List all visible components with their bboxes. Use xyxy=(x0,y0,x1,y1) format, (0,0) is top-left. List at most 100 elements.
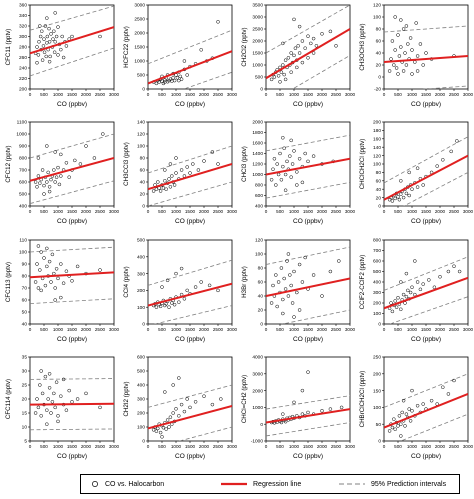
data-point xyxy=(75,397,80,401)
y-tick-label: 100 xyxy=(255,252,263,258)
prediction-interval-lower xyxy=(148,181,232,206)
y-axis-label: CH3OCH3 (pptv) xyxy=(359,23,366,70)
y-tick-label: 500 xyxy=(137,369,145,375)
data-point xyxy=(50,400,55,404)
x-tick-label: 3000 xyxy=(227,209,238,214)
x-axis-label: CO (ppbv) xyxy=(175,101,205,108)
y-tick-label: 3000 xyxy=(252,372,263,378)
data-point xyxy=(407,170,411,175)
data-point xyxy=(320,294,324,298)
data-point xyxy=(177,414,181,418)
data-point xyxy=(300,180,305,185)
data-point xyxy=(199,48,203,52)
x-tick-label: 0 xyxy=(147,327,150,332)
y-tick-label: 60 xyxy=(22,298,28,304)
x-tick-label: 1000 xyxy=(171,209,182,214)
x-tick-label: 3000 xyxy=(109,209,120,214)
y-tick-label: 280 xyxy=(19,45,27,51)
data-point xyxy=(56,419,60,424)
x-axis-label: CO (ppbv) xyxy=(57,453,87,460)
y-tick-label: 40 xyxy=(376,187,382,193)
data-point xyxy=(274,273,278,277)
data-point xyxy=(452,378,456,383)
x-tick-label: 1000 xyxy=(53,327,64,332)
x-axis-label: CO (ppbv) xyxy=(411,336,441,343)
data-point xyxy=(396,296,400,300)
plot-frame xyxy=(29,239,115,325)
x-tick-label: 2500 xyxy=(449,92,460,97)
data-point xyxy=(185,73,189,77)
data-point xyxy=(43,283,48,288)
chart-panel-1: 0 500 1000 1500 2000 2500 3000 200 220 240 260 280 3… xyxy=(5,3,120,108)
y-tick-label: 30 xyxy=(22,369,28,375)
y-tick-label: 20 xyxy=(376,195,382,201)
y-tick-label: 2500 xyxy=(252,27,263,33)
x-tick-label: 2000 xyxy=(199,444,210,449)
regression-line xyxy=(30,402,114,406)
x-axis-label: CO (ppbv) xyxy=(293,453,323,460)
data-point xyxy=(59,174,63,178)
y-tick-label: 500 xyxy=(137,73,145,79)
data-point xyxy=(283,287,288,291)
x-tick-label: 1500 xyxy=(421,327,432,332)
data-point xyxy=(390,309,395,314)
y-tick-label: 320 xyxy=(19,24,27,30)
y-tick-label: 1100 xyxy=(17,120,28,126)
chart-panel-3: 0 500 1000 1500 2000 2500 30000500100015002000… xyxy=(241,3,356,108)
x-tick-label: 1500 xyxy=(421,209,432,214)
y-tick-label: 120 xyxy=(137,132,145,138)
plot-area xyxy=(30,5,114,77)
x-tick-label: 2000 xyxy=(317,92,328,97)
x-tick-label: 2500 xyxy=(95,444,106,449)
data-point xyxy=(45,144,49,148)
data-point xyxy=(196,168,201,172)
data-point xyxy=(39,414,43,418)
y-tick-label: 90 xyxy=(22,262,28,268)
data-point xyxy=(311,154,316,158)
data-point xyxy=(202,159,206,163)
x-tick-label: 3000 xyxy=(227,327,238,332)
data-point xyxy=(182,409,187,414)
x-tick-label: 0 xyxy=(29,209,32,214)
x-axis-label: CO (ppbv) xyxy=(411,101,441,108)
data-point xyxy=(45,422,49,426)
chart-panel-4: 0 500 1000 1500 2000 2500 3000-200204060801001… xyxy=(359,3,474,108)
data-point xyxy=(334,44,338,48)
y-tick-label: 200 xyxy=(373,120,381,126)
plot-area xyxy=(384,373,468,441)
x-tick-label: 500 xyxy=(158,444,166,449)
data-point xyxy=(286,252,291,256)
y-tick-label: 60 xyxy=(376,39,382,45)
data-point xyxy=(293,46,298,50)
x-tick-label: 2500 xyxy=(331,92,342,97)
x-tick-label: 500 xyxy=(276,209,284,214)
y-tick-label: 1800 xyxy=(252,130,263,136)
prediction-interval-upper xyxy=(384,136,468,184)
data-point xyxy=(300,280,305,284)
data-point xyxy=(410,48,414,52)
data-point xyxy=(174,271,178,276)
data-point xyxy=(57,182,62,187)
data-point xyxy=(168,415,173,419)
plot-frame xyxy=(29,121,115,207)
data-point xyxy=(36,405,41,410)
data-point xyxy=(269,178,274,182)
data-point xyxy=(59,394,63,398)
y-tick-label: 120 xyxy=(373,153,381,159)
y-axis-label: CClF2-CClF2 (pptv) xyxy=(359,255,366,310)
y-tick-label: 50 xyxy=(22,310,28,316)
data-point xyxy=(387,429,392,433)
data-point xyxy=(396,424,400,428)
y-tick-label: 600 xyxy=(255,193,263,199)
data-point xyxy=(281,164,285,169)
x-tick-label: 1000 xyxy=(289,92,300,97)
data-point xyxy=(289,70,293,74)
x-tick-label: 1000 xyxy=(171,92,182,97)
data-point xyxy=(98,268,102,272)
y-axis-label: CFC11 (pptv) xyxy=(5,29,12,66)
data-point xyxy=(216,162,220,166)
data-point xyxy=(389,301,393,305)
y-axis-label: CH2Cl2 (pptv) xyxy=(241,27,248,66)
data-point xyxy=(35,185,39,189)
y-tick-label: 1400 xyxy=(252,151,263,157)
